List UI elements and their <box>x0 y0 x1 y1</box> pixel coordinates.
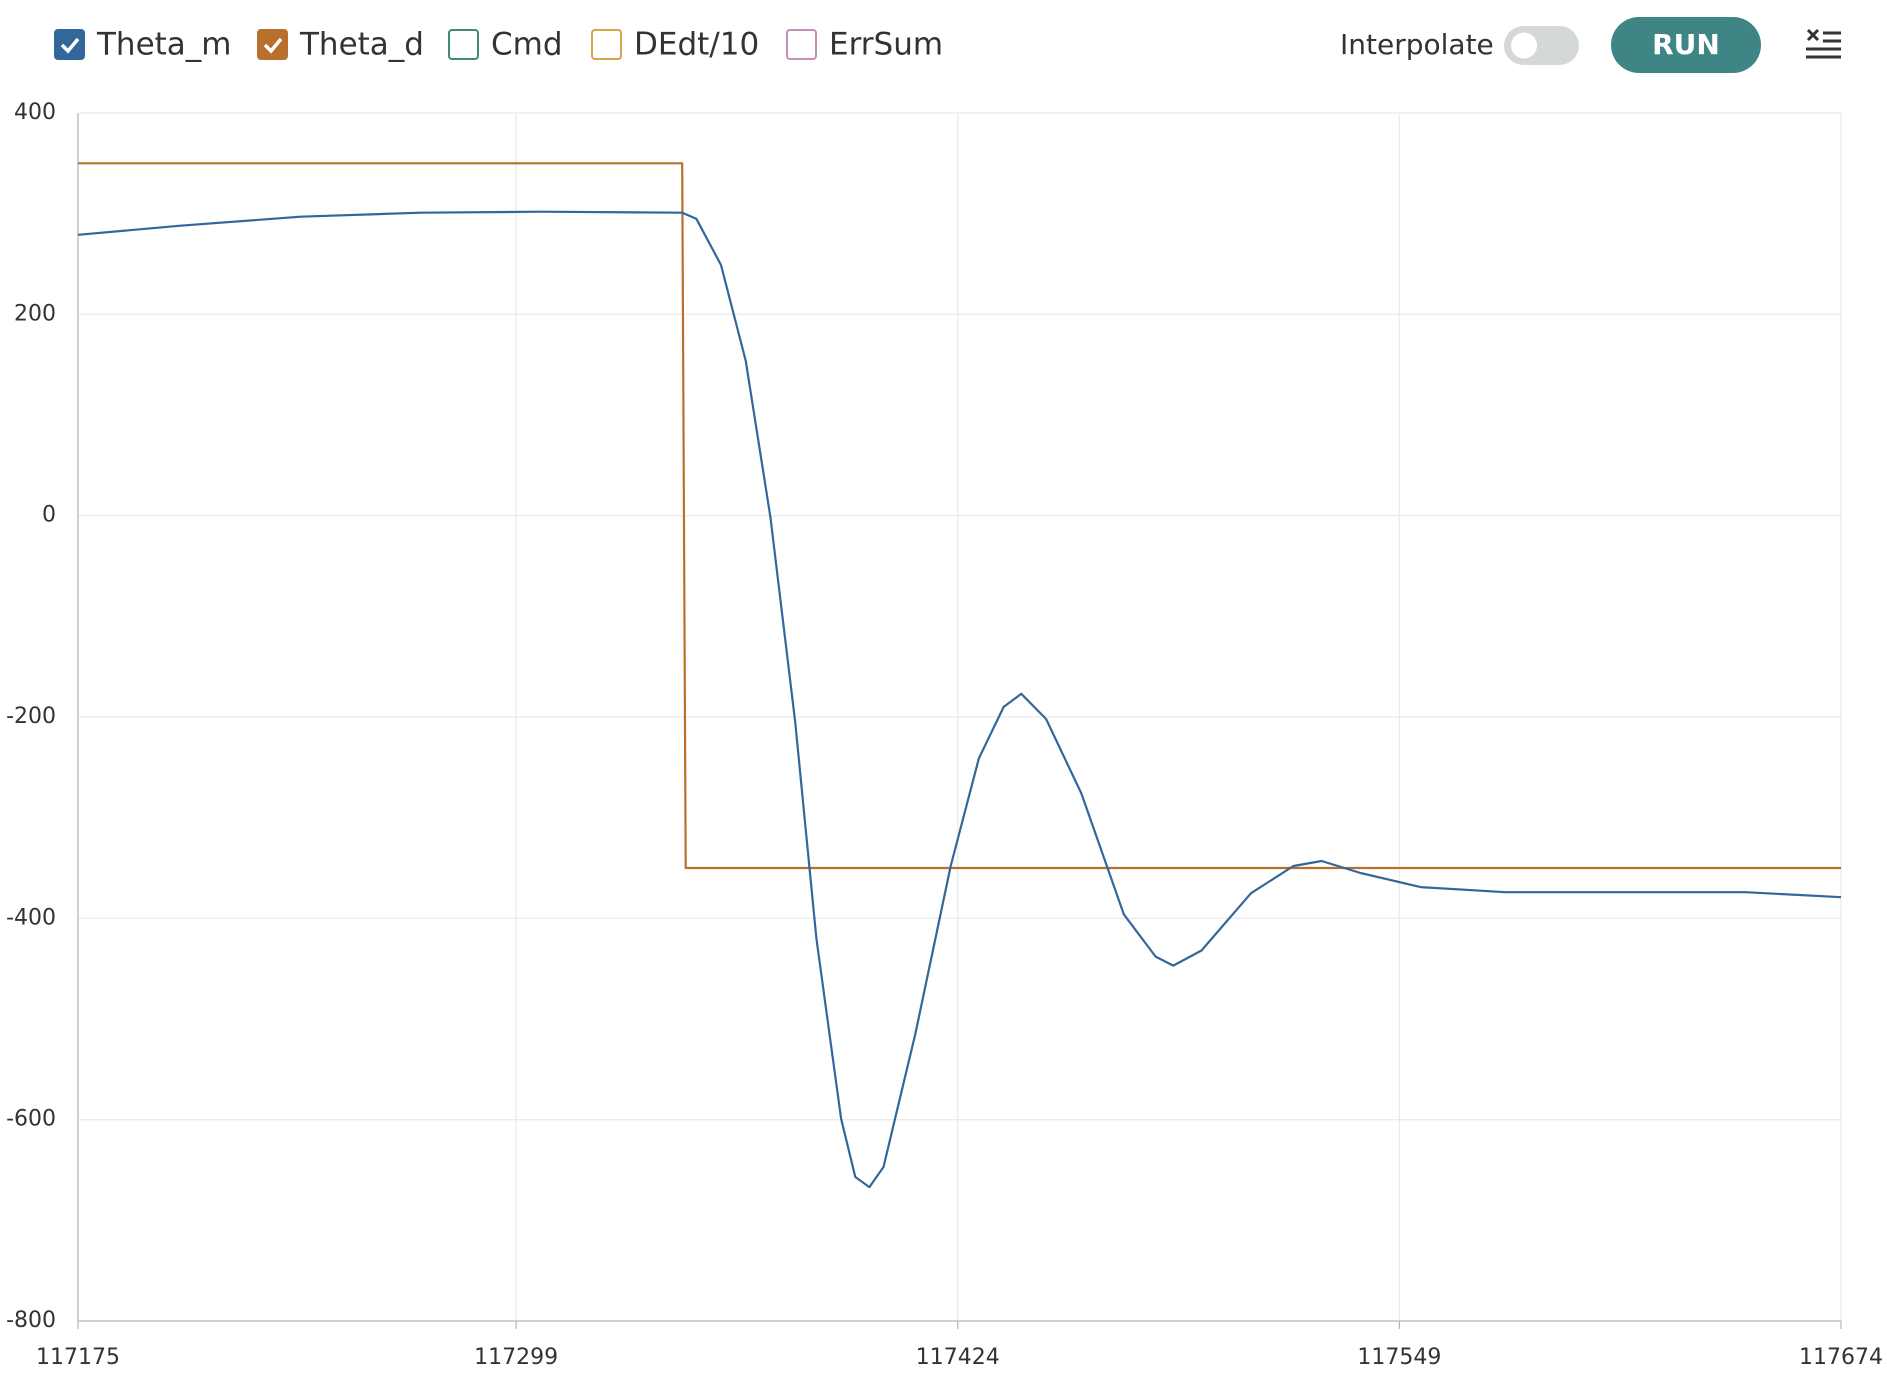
run-label[interactable]: RUN <box>1652 28 1720 61</box>
check-mark <box>60 37 80 54</box>
run-button[interactable] <box>1611 17 1761 73</box>
y-tick-label: 200 <box>14 301 56 326</box>
x-tick-label: 117674 <box>1799 1345 1883 1370</box>
y-tick-label: 0 <box>42 503 56 528</box>
legend-label[interactable]: Cmd <box>491 27 563 63</box>
legend-checkbox[interactable] <box>257 29 288 60</box>
series-line <box>77 210 1842 1189</box>
y-tick-label: 400 <box>14 100 56 125</box>
toggle-knob <box>1511 32 1537 59</box>
legend-checkbox[interactable] <box>786 29 817 60</box>
x-tick-label: 117299 <box>474 1345 558 1370</box>
interpolate-label: Interpolate <box>1340 28 1494 61</box>
y-tick-label: -600 <box>6 1107 56 1132</box>
legend-label[interactable]: DEdt/10 <box>634 27 759 63</box>
x-tick-label: 117175 <box>36 1345 120 1370</box>
check-mark <box>263 37 283 54</box>
legend-label[interactable]: Theta_m <box>96 27 232 63</box>
x-tick-label: 117424 <box>916 1345 1000 1370</box>
menu-icon[interactable] <box>1806 28 1841 59</box>
y-tick-label: -200 <box>6 704 56 729</box>
legend-checkbox[interactable] <box>448 29 479 60</box>
legend-label[interactable]: Theta_d <box>299 27 424 63</box>
y-tick-label: -400 <box>6 905 56 930</box>
y-tick-label: -800 <box>6 1308 56 1333</box>
legend-checkbox[interactable] <box>54 29 85 60</box>
legend-label[interactable]: ErrSum <box>829 27 943 63</box>
series-line <box>78 162 1841 870</box>
legend-checkbox[interactable] <box>591 29 622 60</box>
icon-stroke <box>1806 28 1820 42</box>
x-tick-label: 117549 <box>1357 1345 1441 1370</box>
